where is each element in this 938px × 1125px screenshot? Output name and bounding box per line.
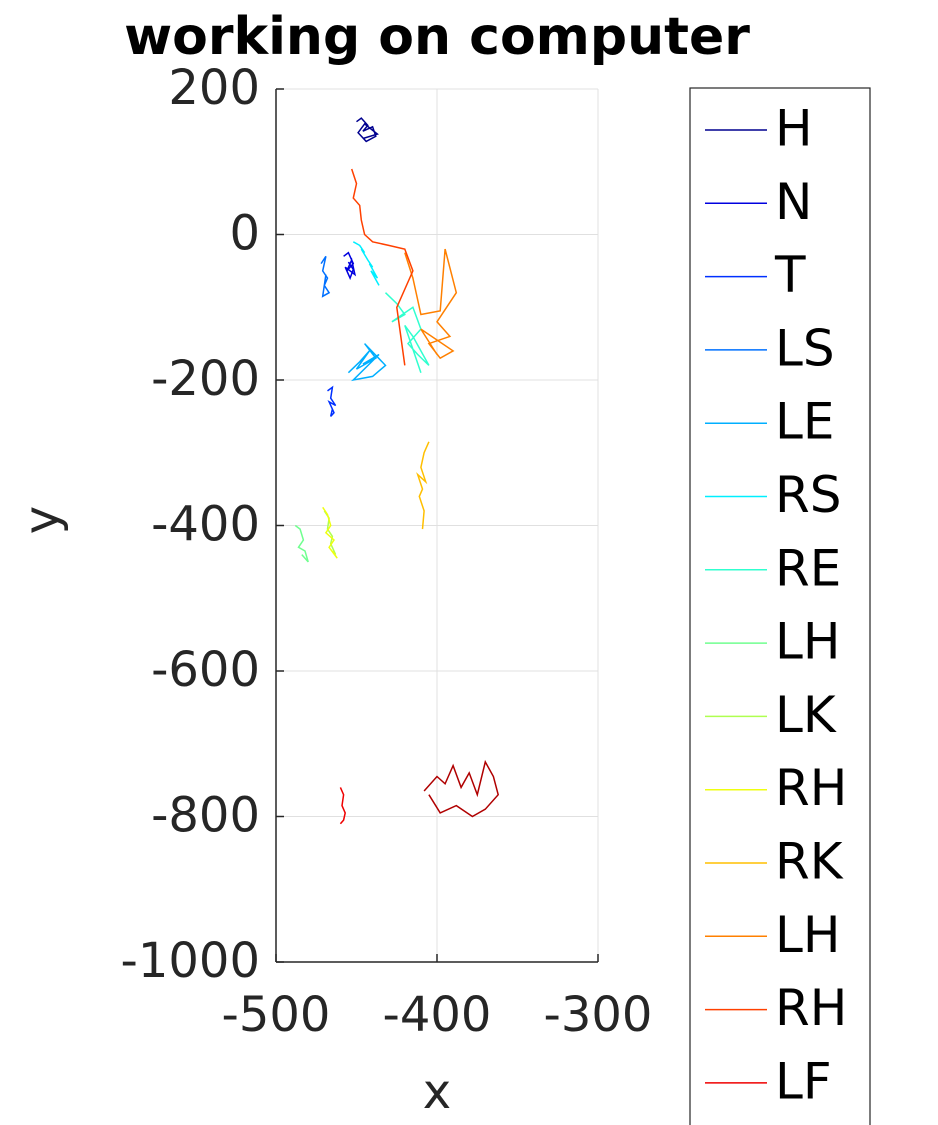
series-line bbox=[320, 255, 331, 298]
x-tick-label: -500 bbox=[222, 987, 331, 1043]
y-tick-label: -600 bbox=[151, 642, 260, 698]
y-tick-label: -800 bbox=[151, 788, 260, 844]
legend-label: LH bbox=[775, 613, 840, 671]
series-line bbox=[356, 117, 379, 143]
legend-label: RE bbox=[775, 539, 841, 597]
legend-label: RH bbox=[775, 759, 847, 817]
series-line bbox=[339, 787, 346, 825]
y-axis-label: y bbox=[14, 506, 70, 534]
series-line bbox=[423, 759, 500, 818]
series-line bbox=[294, 524, 309, 563]
series-line bbox=[404, 248, 458, 360]
legend-label: N bbox=[775, 173, 812, 231]
series-line bbox=[350, 168, 414, 366]
y-tick-label: 0 bbox=[229, 206, 260, 262]
legend-label: LH bbox=[775, 906, 840, 964]
x-tick-label: -300 bbox=[544, 987, 653, 1043]
legend-label: LF bbox=[775, 1052, 832, 1110]
x-tick-label: -400 bbox=[383, 987, 492, 1043]
legend-label: H bbox=[775, 100, 813, 158]
legend-label: LS bbox=[775, 319, 835, 377]
legend-label: RS bbox=[775, 466, 841, 524]
legend-box bbox=[689, 87, 871, 1125]
legend-label: LE bbox=[775, 393, 834, 451]
y-tick-label: 200 bbox=[168, 60, 260, 116]
legend-label: RH bbox=[775, 979, 847, 1037]
series-line bbox=[343, 251, 357, 281]
series-line bbox=[327, 385, 337, 417]
series-line bbox=[352, 241, 380, 286]
y-tick-label: -1000 bbox=[121, 933, 260, 989]
y-tick-label: -200 bbox=[151, 351, 260, 407]
legend-label: RK bbox=[775, 833, 844, 891]
series-line bbox=[322, 506, 338, 559]
y-tick-label: -400 bbox=[151, 497, 260, 553]
chart-title: working on computer bbox=[124, 7, 750, 67]
series-line bbox=[416, 441, 430, 530]
legend-label: T bbox=[774, 246, 806, 304]
series-line bbox=[347, 343, 387, 382]
series-line bbox=[384, 292, 430, 373]
x-axis-label: x bbox=[423, 1064, 451, 1120]
legend-label: LK bbox=[775, 686, 837, 744]
